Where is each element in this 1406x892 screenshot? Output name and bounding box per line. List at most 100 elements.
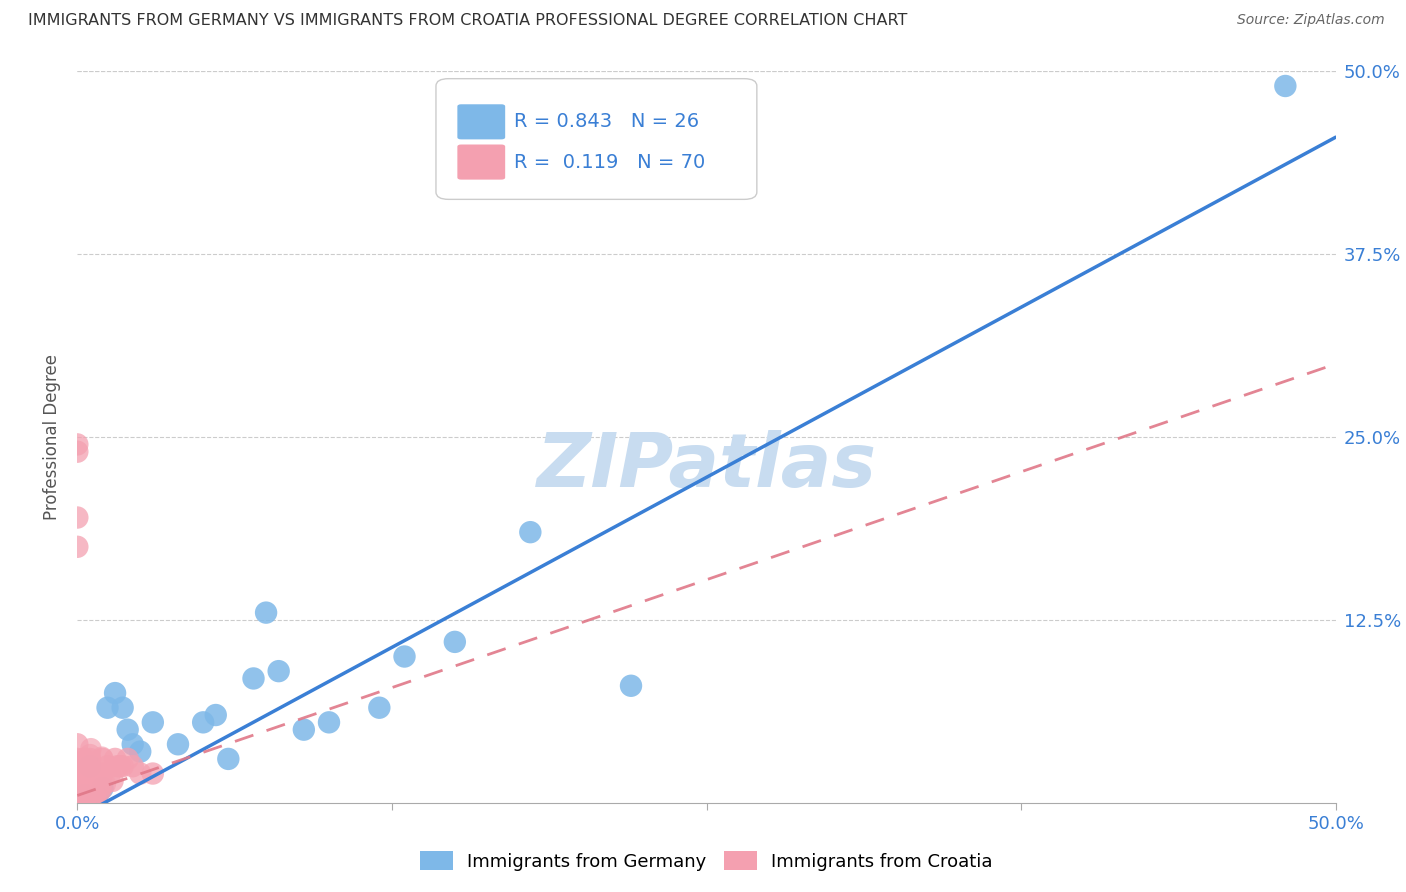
Point (73, 789, 96, 803)
Point (72, 780, 94, 794)
Point (142, 715, 165, 730)
Point (73, 780, 96, 795)
Point (620, 679, 643, 693)
Point (66, 752, 89, 766)
Point (254, 606, 277, 620)
Point (79, 759, 101, 773)
Point (84, 789, 107, 804)
Point (79, 752, 101, 766)
Point (292, 723, 315, 737)
Point (129, 745, 152, 759)
Point (69, 773, 91, 788)
Point (242, 672, 264, 686)
Point (91, 781, 114, 796)
Point (75, 772, 97, 787)
Point (79, 781, 101, 796)
Point (76, 779, 98, 793)
Point (98, 766, 121, 780)
Point (73, 777, 96, 791)
Point (72, 789, 94, 803)
Point (96, 700, 118, 714)
Point (69, 792, 91, 806)
Point (394, 649, 416, 664)
Point (90, 750, 112, 764)
Point (69, 787, 91, 801)
Text: IMMIGRANTS FROM GERMANY VS IMMIGRANTS FROM CROATIA PROFESSIONAL DEGREE CORRELATI: IMMIGRANTS FROM GERMANY VS IMMIGRANTS FR… (28, 13, 907, 29)
Point (72, 766, 94, 780)
Point (79, 783, 101, 797)
FancyBboxPatch shape (457, 145, 505, 179)
Point (91, 766, 114, 780)
Point (72, 790, 94, 805)
Point (318, 715, 340, 730)
Text: R = 0.843   N = 26: R = 0.843 N = 26 (515, 112, 699, 131)
Point (66, 771, 89, 785)
Point (70, 788, 93, 802)
Point (84, 766, 107, 780)
Point (90, 782, 112, 797)
Point (76, 785, 98, 799)
Point (66, 444, 89, 458)
Point (73, 794, 96, 808)
Point (121, 737, 143, 751)
Point (84, 789, 107, 804)
Point (66, 781, 89, 796)
Point (82, 795, 104, 809)
Point (67, 776, 90, 790)
Point (66, 540, 89, 554)
Point (191, 715, 215, 730)
Point (73, 781, 96, 796)
Point (217, 752, 239, 766)
Point (75, 766, 97, 780)
Point (73, 766, 96, 780)
Point (73, 783, 96, 797)
Point (89, 785, 111, 799)
Point (104, 686, 127, 700)
Point (142, 766, 165, 780)
Point (76, 773, 98, 788)
Point (70, 755, 93, 769)
Point (75, 787, 97, 801)
Point (69, 789, 91, 803)
Point (66, 766, 89, 780)
Point (66, 510, 89, 524)
Point (101, 773, 124, 788)
Point (66, 737, 89, 751)
Point (70, 777, 93, 791)
Point (111, 700, 134, 714)
Point (167, 737, 190, 751)
Point (75, 755, 97, 769)
Point (267, 664, 290, 678)
Point (75, 760, 97, 774)
Point (79, 786, 101, 800)
Point (121, 759, 143, 773)
Text: R =  0.119   N = 70: R = 0.119 N = 70 (515, 153, 706, 171)
Point (86, 766, 108, 780)
Point (129, 766, 152, 780)
FancyBboxPatch shape (457, 104, 505, 139)
Point (79, 779, 101, 793)
Legend: Immigrants from Germany, Immigrants from Croatia: Immigrants from Germany, Immigrants from… (413, 844, 1000, 878)
Point (84, 774, 107, 789)
Point (73, 751, 96, 765)
Point (117, 723, 139, 737)
Point (94, 777, 117, 791)
Point (77, 784, 100, 798)
Point (519, 525, 541, 540)
Point (111, 759, 134, 773)
Point (104, 752, 127, 766)
Point (108, 759, 131, 773)
Point (69, 788, 91, 802)
Text: ZIPatlas: ZIPatlas (537, 430, 876, 503)
Point (89, 781, 111, 796)
Point (86, 789, 108, 803)
Point (368, 700, 391, 714)
Point (117, 752, 139, 766)
Point (204, 708, 226, 723)
Point (444, 635, 467, 649)
Y-axis label: Professional Degree: Professional Degree (44, 354, 62, 520)
Point (82, 766, 104, 780)
Point (107, 759, 129, 773)
Point (91, 752, 114, 766)
Point (1274, 78, 1296, 93)
